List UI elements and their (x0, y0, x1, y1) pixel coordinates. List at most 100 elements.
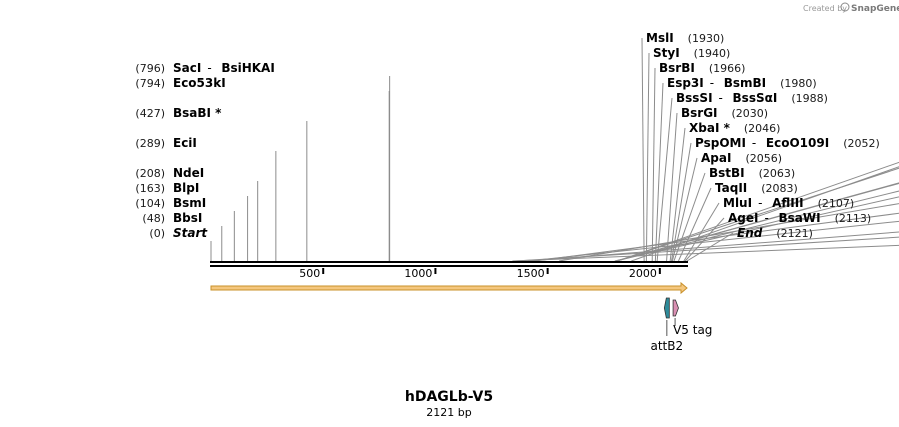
enzyme-name: BbsI (173, 211, 202, 225)
site-position: (289) (135, 137, 165, 150)
enzyme-name: BsaBI * (173, 106, 222, 120)
site-blpi: (163) BlpI (135, 181, 199, 195)
ruler-tick-label: 2000 (629, 267, 657, 280)
site-leader-line (683, 202, 720, 262)
site-leader-line (528, 220, 899, 262)
enzyme-name: BlpI (173, 181, 199, 195)
site-leader-line (671, 157, 698, 262)
site-msli: MslI (1930) (646, 31, 724, 45)
site-leader-line (654, 82, 664, 262)
enzyme-name: StyI (653, 46, 680, 60)
site-leader-line (686, 232, 734, 262)
enzyme-name: EcoO109I (766, 136, 829, 150)
enzyme-name: BsmI (173, 196, 206, 210)
enzyme-name: NdeI (173, 166, 204, 180)
site-separator: - (758, 196, 762, 210)
site-leader-line (671, 142, 692, 262)
site-leader-line (512, 244, 899, 262)
site-position: (104) (135, 197, 165, 210)
site-position: (208) (135, 167, 165, 180)
site-position: (1966) (709, 62, 746, 75)
site-end: End (2121) (737, 226, 813, 240)
enzyme-name: MluI (723, 196, 752, 210)
site-leader-line (656, 97, 673, 262)
enzyme-name: BsrGI (681, 106, 718, 120)
site-position: (0) (149, 227, 165, 240)
site-leader-line (673, 172, 706, 262)
enzyme-name: AflIII (772, 196, 804, 210)
site-leader-line (615, 190, 899, 262)
site-position: (2113) (835, 212, 872, 225)
site-position: (796) (135, 62, 165, 75)
ruler-tick-label: 1000 (404, 267, 432, 280)
feature-shape (672, 299, 679, 317)
site-bsabi: (427) BsaBI * (135, 106, 222, 120)
site-taqii: TaqII (2083) (715, 181, 798, 195)
site-position: (1940) (694, 47, 731, 60)
sequence-backbone (210, 261, 688, 267)
site-leader-line (651, 67, 656, 262)
orf-arrow (210, 281, 688, 295)
site-labels: (0) Start (48) BbsI (104) BsmI (163) BlpI (208) N… (135, 31, 880, 240)
snapgene-logo-icon (840, 2, 850, 12)
site-eco53ki: (794) Eco53kI (135, 76, 225, 90)
site-leader-line (684, 217, 725, 262)
site-leader-line (669, 127, 686, 262)
enzyme-name: BsaWI (778, 211, 820, 225)
site-xbai: XbaI * (2046) (689, 121, 780, 135)
map-length: 2121 bp (426, 406, 471, 419)
enzyme-name: BsrBI (659, 61, 695, 75)
ruler-tick-label: 1500 (517, 267, 545, 280)
orf-arrow-shape (210, 281, 688, 295)
site-bsssi-bsss-i: BssSI - BssSαI (1988) (676, 91, 828, 105)
site-separator: - (764, 211, 768, 225)
enzyme-name: EciI (173, 136, 197, 150)
credit-brand: SnapGene (851, 4, 899, 14)
enzyme-name: SacI (173, 61, 201, 75)
ruler-ticks: 500 1000 1500 2000 (299, 267, 661, 280)
snapgene-credit: Created by SnapGene (803, 2, 899, 14)
site-esp3i-bsmbi: Esp3I - BsmBI (1980) (667, 76, 817, 90)
site-bsrgi: BsrGI (2030) (681, 106, 768, 120)
enzyme-name: BssSαI (733, 91, 778, 105)
site-leaders (210, 37, 899, 262)
site-position: (2046) (744, 122, 781, 135)
site-position: (2107) (818, 197, 855, 210)
site-separator: - (207, 61, 211, 75)
site-position: (427) (135, 107, 165, 120)
feature-shape (663, 297, 670, 319)
site-leader-line (614, 196, 899, 262)
feature-v5-tag: V5 tag (672, 299, 712, 337)
site-bstbi: BstBI (2063) (709, 166, 795, 180)
enzyme-name: Start (173, 226, 208, 240)
site-position: (794) (135, 77, 165, 90)
site-position: (2056) (745, 152, 782, 165)
site-styi: StyI (1940) (653, 46, 730, 60)
site-mlui-afliii: MluI - AflIII (2107) (723, 196, 854, 210)
site-leader-line (678, 187, 712, 262)
enzyme-name: Esp3I (667, 76, 704, 90)
site-separator: - (752, 136, 756, 150)
enzyme-name: BssSI (676, 91, 713, 105)
site-start: (0) Start (149, 226, 208, 240)
site-bsrbi: BsrBI (1966) (659, 61, 745, 75)
site-position: (163) (135, 182, 165, 195)
site-pspomi-ecoo109i: PspOMI - EcoO109I (2052) (695, 136, 880, 150)
site-position: (48) (142, 212, 165, 225)
enzyme-name: PspOMI (695, 136, 746, 150)
site-ecii: (289) EciI (135, 136, 196, 150)
site-apai: ApaI (2056) (701, 151, 782, 165)
enzyme-name: Eco53kI (173, 76, 226, 90)
site-leader-line (616, 182, 899, 262)
feature-label: attB2 (651, 339, 684, 353)
site-bbsi: (48) BbsI (142, 211, 202, 225)
enzyme-name: End (737, 226, 763, 240)
enzyme-name: BstBI (709, 166, 745, 180)
site-saci-bsihkai: (796) SacI - BsiHKAI (135, 61, 274, 75)
site-leader-line (645, 52, 650, 262)
site-position: (2121) (776, 227, 813, 240)
site-bsmi: (104) BsmI (135, 196, 206, 210)
site-position: (2083) (761, 182, 798, 195)
feature-attb2: attB2 (651, 297, 684, 353)
